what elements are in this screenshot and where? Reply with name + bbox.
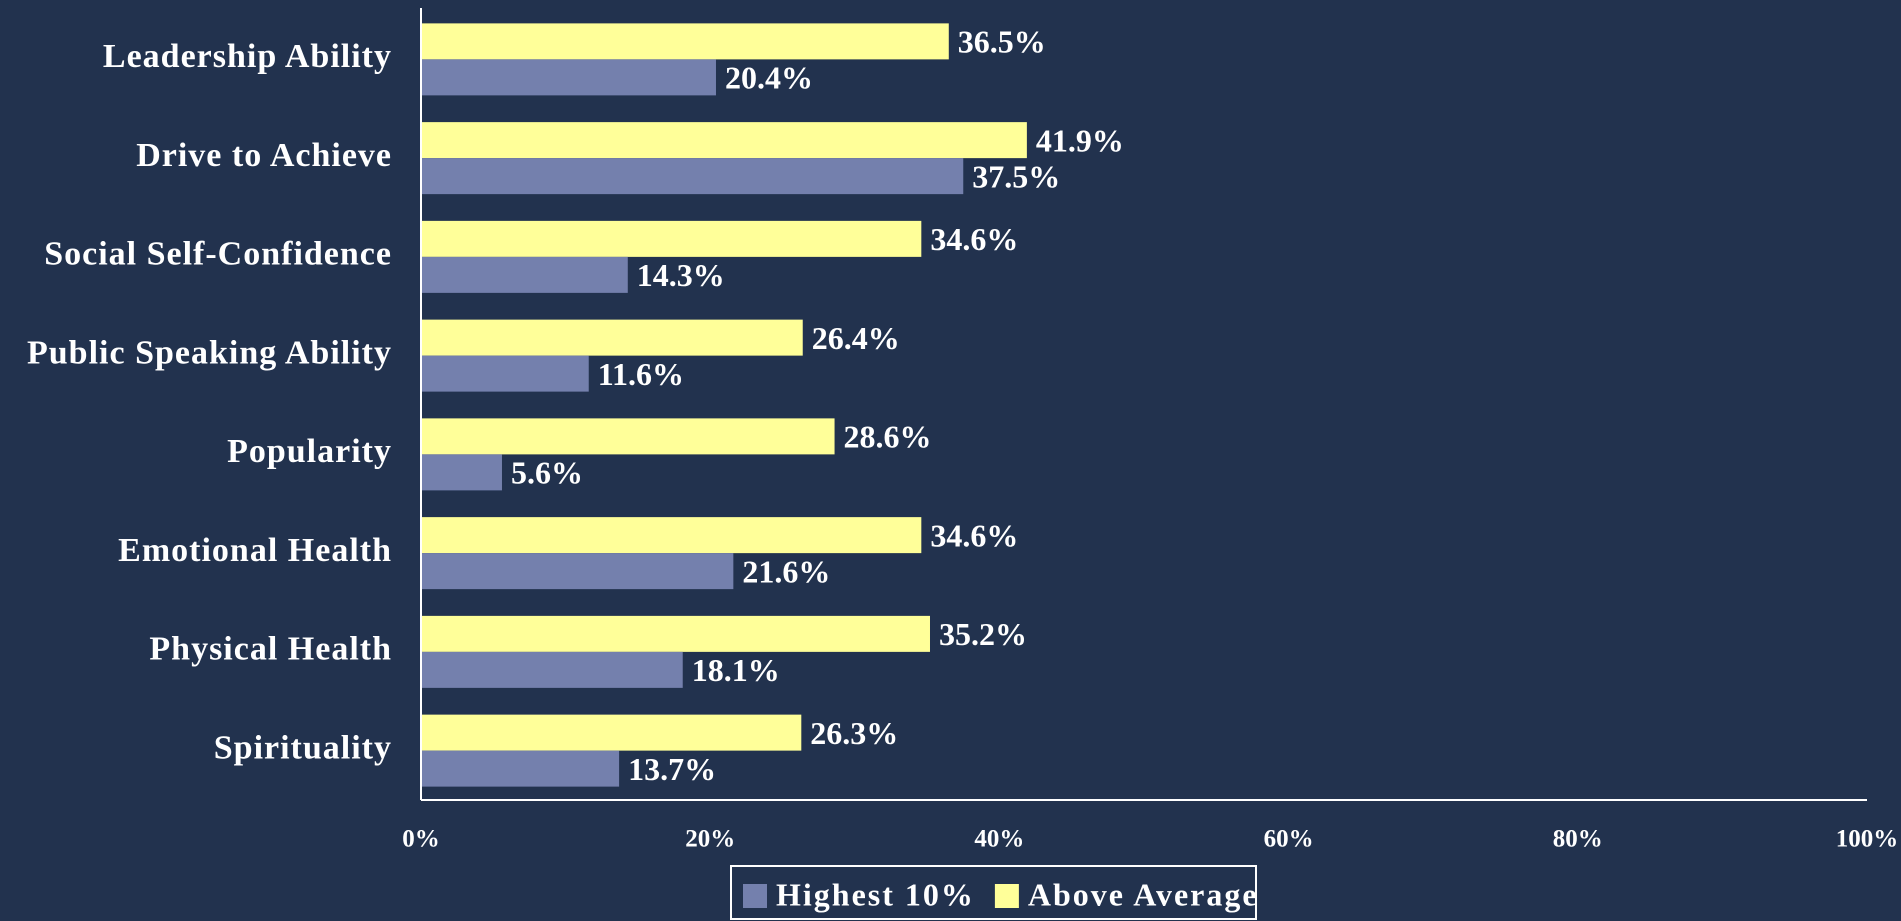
y-tick-label: Popularity <box>227 433 392 470</box>
legend-swatch <box>743 884 767 908</box>
value-label: 14.3% <box>637 257 725 293</box>
x-tick-label: 20% <box>685 826 735 853</box>
x-tick-label: 60% <box>1264 826 1314 853</box>
value-label: 5.6% <box>511 455 583 491</box>
y-tick-label: Physical Health <box>149 631 392 668</box>
value-label: 21.6% <box>742 553 830 589</box>
bar <box>421 355 589 392</box>
bar <box>421 651 683 688</box>
value-label: 18.1% <box>692 652 780 688</box>
y-tick-label: Emotional Health <box>118 532 392 569</box>
value-label: 34.6% <box>930 221 1018 257</box>
value-label: 36.5% <box>958 24 1046 60</box>
bar <box>421 553 734 590</box>
legend-label: Highest 10% <box>776 876 975 912</box>
bar <box>421 517 922 554</box>
bar <box>421 615 930 652</box>
bar <box>421 418 835 455</box>
legend-box <box>730 865 1257 920</box>
x-tick-label: 40% <box>974 826 1024 853</box>
bar <box>421 319 803 356</box>
x-tick-label: 80% <box>1553 826 1603 853</box>
y-tick-label: Spirituality <box>214 729 392 766</box>
bar <box>421 714 802 751</box>
value-label: 11.6% <box>598 356 684 392</box>
bar <box>421 122 1027 159</box>
value-label: 41.9% <box>1036 122 1124 158</box>
y-tick-label: Drive to Achieve <box>136 137 392 174</box>
value-label: 20.4% <box>725 60 813 96</box>
bar <box>421 256 628 293</box>
value-label: 26.4% <box>812 320 900 356</box>
legend-swatch <box>994 884 1019 908</box>
value-label: 26.3% <box>810 715 898 751</box>
y-tick-label: Public Speaking Ability <box>27 334 392 371</box>
bar <box>421 750 620 787</box>
x-tick-label: 100% <box>1836 826 1899 853</box>
bar <box>421 59 716 96</box>
bar <box>421 23 949 60</box>
x-tick-label: 0% <box>402 826 440 853</box>
legend-label: Above Average <box>1028 876 1259 912</box>
value-label: 35.2% <box>939 616 1027 652</box>
value-label: 34.6% <box>930 517 1018 553</box>
value-label: 28.6% <box>844 419 932 455</box>
value-label: 37.5% <box>972 158 1060 194</box>
bar <box>421 220 922 257</box>
y-tick-label: Social Self-Confidence <box>44 236 392 273</box>
value-label: 13.7% <box>628 751 716 787</box>
bar <box>421 454 502 491</box>
y-tick-label: Leadership Ability <box>103 38 392 75</box>
bar <box>421 158 964 195</box>
